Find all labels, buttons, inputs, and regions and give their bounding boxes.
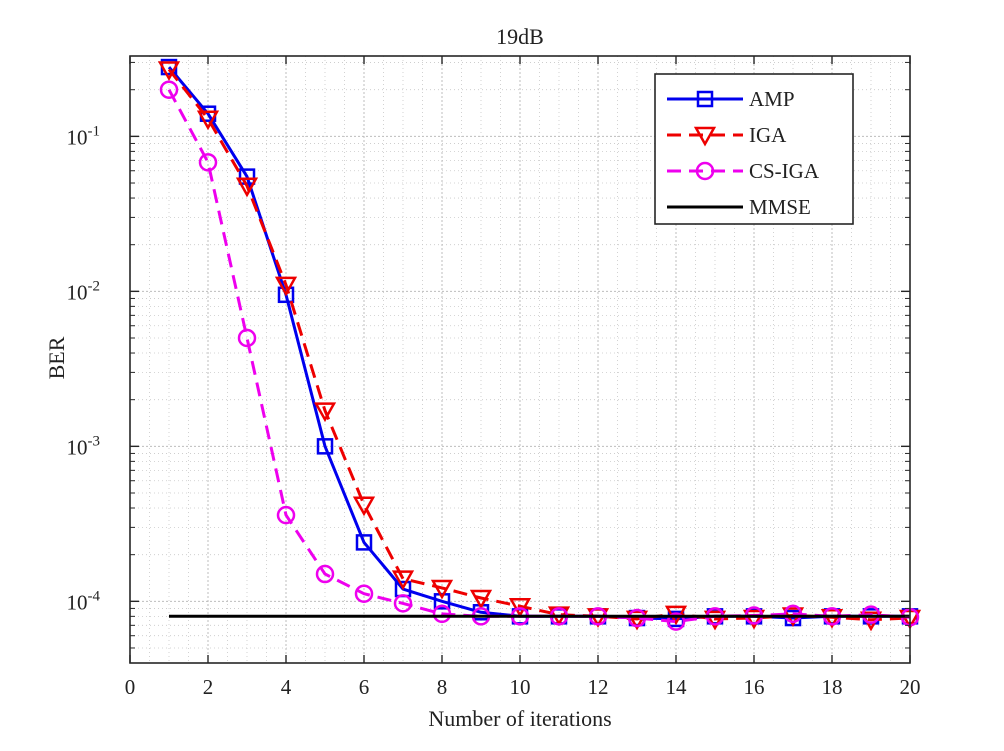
x-tick-label: 12 xyxy=(588,675,609,699)
data-point-cs-iga xyxy=(861,605,881,624)
legend-entry-iga: IGA xyxy=(667,123,787,147)
legend-marker-cs-iga xyxy=(695,161,715,181)
series-group xyxy=(157,58,922,632)
y-tick-label: 10-4 xyxy=(67,588,101,614)
legend-entry-mmse: MMSE xyxy=(667,195,811,219)
x-axis-label: Number of iterations xyxy=(428,706,611,731)
legend-marker-iga xyxy=(693,126,717,147)
data-point-iga xyxy=(196,110,220,131)
x-tick-label: 4 xyxy=(281,675,292,699)
legend-marker-amp xyxy=(696,90,714,108)
x-tick-label: 0 xyxy=(125,675,136,699)
data-point-iga xyxy=(742,609,766,630)
y-tick-exponent: -1 xyxy=(88,123,101,139)
data-point-iga xyxy=(508,597,532,618)
y-tick-base: 10 xyxy=(67,280,88,304)
y-tick-exponent: -4 xyxy=(88,588,101,604)
data-point-cs-iga xyxy=(237,328,257,348)
y-tick-label: 10-2 xyxy=(67,278,101,304)
legend-entry-cs-iga: CS-IGA xyxy=(667,159,820,183)
data-point-cs-iga xyxy=(198,153,218,172)
data-point-cs-iga xyxy=(315,564,335,584)
data-point-cs-iga xyxy=(627,608,647,628)
data-point-iga xyxy=(352,496,376,517)
y-tick-base: 10 xyxy=(67,125,88,149)
data-point-cs-iga xyxy=(783,604,803,624)
y-axis-label: BER xyxy=(44,336,69,379)
data-point-cs-iga xyxy=(159,80,179,99)
legend: AMP IGA CS-IGA MMSE xyxy=(654,73,854,225)
data-point-cs-iga xyxy=(432,604,452,624)
legend-label: IGA xyxy=(749,123,787,147)
y-tick-label: 10-1 xyxy=(67,123,101,149)
data-point-iga xyxy=(703,610,727,631)
data-point-iga xyxy=(820,608,844,629)
legend-entry-amp: AMP xyxy=(667,87,795,111)
data-point-cs-iga xyxy=(393,594,413,613)
x-tick-label: 8 xyxy=(437,675,448,699)
data-point-iga xyxy=(430,579,454,600)
x-tick-label: 14 xyxy=(666,675,688,699)
data-point-iga xyxy=(469,589,493,610)
x-tick-label: 16 xyxy=(744,675,765,699)
data-point-amp xyxy=(316,438,334,455)
x-tick-label: 6 xyxy=(359,675,370,699)
legend-label: MMSE xyxy=(749,195,811,219)
data-point-cs-iga xyxy=(276,505,296,525)
chart-title: 19dB xyxy=(496,24,544,49)
x-tick-label: 2 xyxy=(203,675,214,699)
y-tick-base: 10 xyxy=(67,435,88,459)
y-tick-exponent: -3 xyxy=(88,433,101,449)
data-point-iga xyxy=(235,177,259,198)
data-point-cs-iga xyxy=(354,584,374,603)
data-point-iga xyxy=(274,276,298,297)
x-tick-label: 18 xyxy=(822,675,843,699)
data-point-cs-iga xyxy=(666,612,686,631)
y-tick-exponent: -2 xyxy=(88,278,101,294)
y-tick-base: 10 xyxy=(67,590,88,614)
data-point-amp xyxy=(433,593,451,610)
legend-label: CS-IGA xyxy=(749,159,820,183)
data-point-iga xyxy=(313,402,337,423)
x-tick-label: 10 xyxy=(510,675,531,699)
data-point-amp xyxy=(355,534,373,551)
legend-label: AMP xyxy=(749,87,795,111)
data-point-iga xyxy=(157,61,181,82)
data-point-iga xyxy=(391,570,415,591)
y-tick-label: 10-3 xyxy=(67,433,101,459)
x-tick-label: 20 xyxy=(900,675,921,699)
